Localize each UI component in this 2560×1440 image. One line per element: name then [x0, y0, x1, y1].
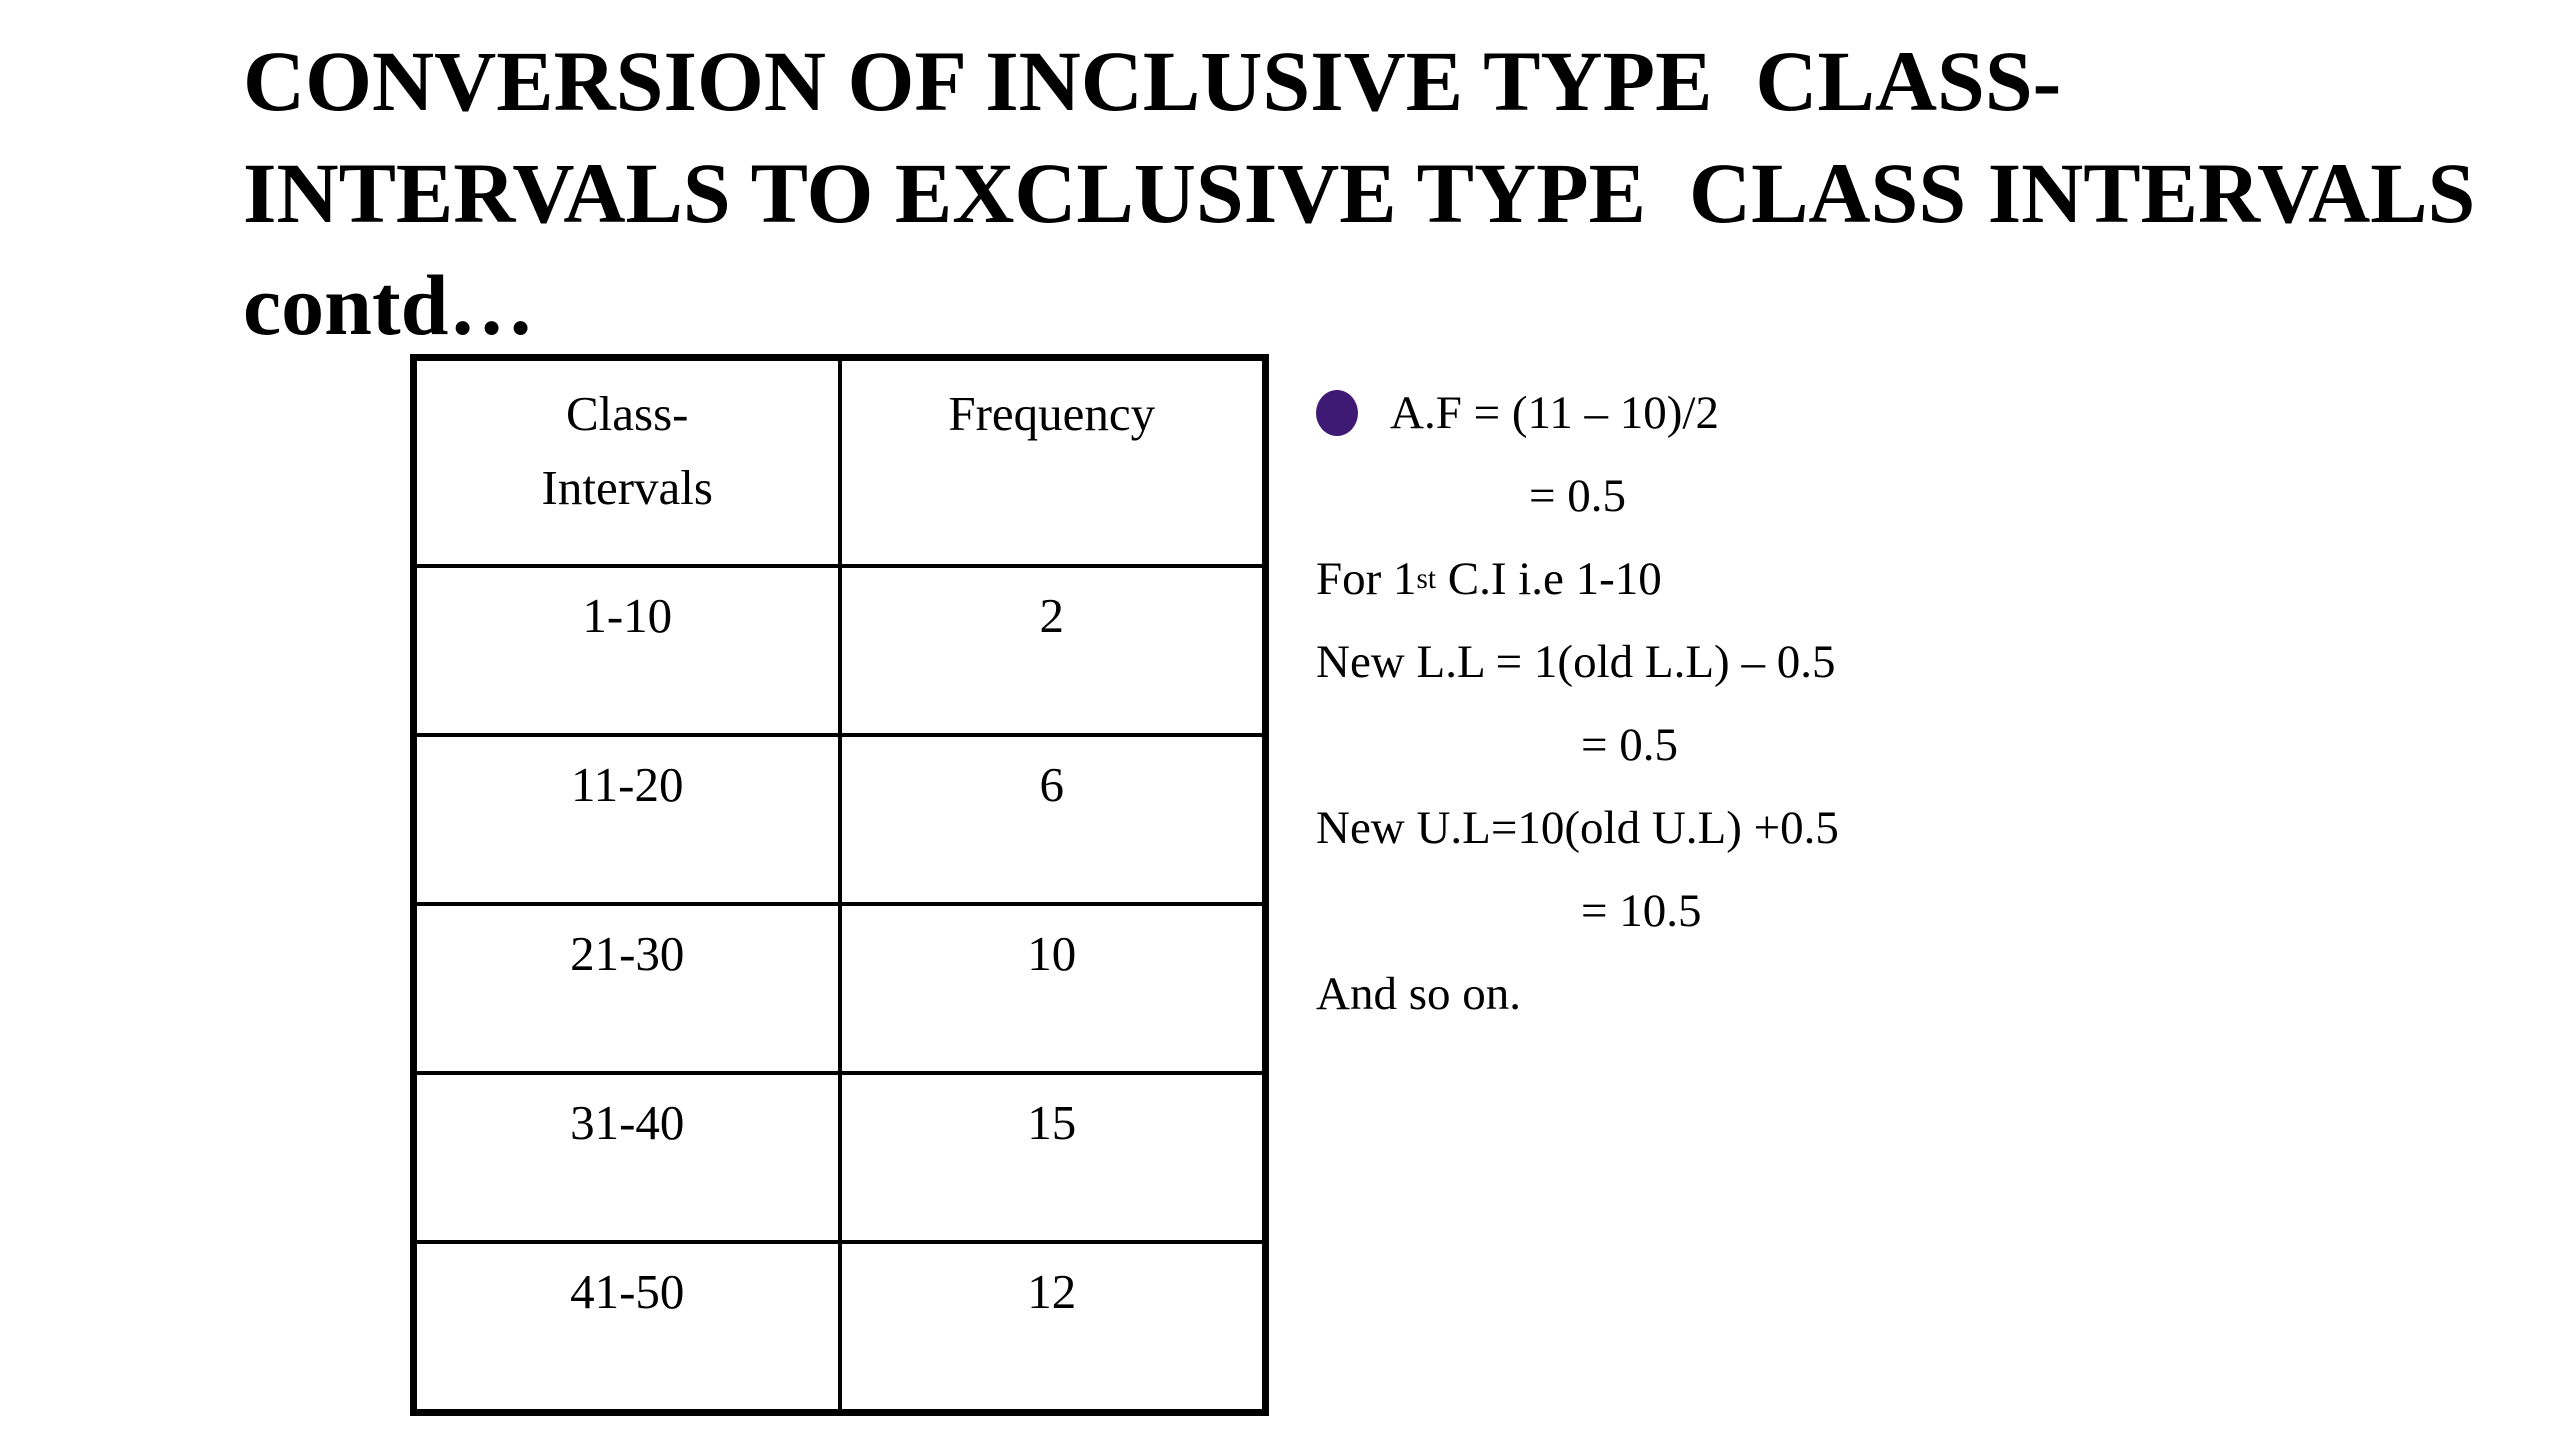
class-interval-cell: 31-40 [411, 1071, 842, 1244]
column-header-frequency: Frequency [837, 355, 1268, 568]
note-text-new-ll-result: = 0.5 [1581, 718, 1679, 771]
frequency-cell: 2 [837, 564, 1268, 737]
note-line-and-so-on: And so on. [1316, 952, 2416, 1035]
table-header-row: Class- Intervals Frequency [411, 355, 1268, 568]
slide-title-line-3: contd… [243, 256, 535, 353]
frequency-cell: 10 [837, 902, 1268, 1075]
slide-title-line-1: CONVERSION OF INCLUSIVE TYPE CLASS- [243, 33, 2062, 129]
table-row: 11-20 6 [411, 733, 1268, 906]
note-text-new-ul-result: = 10.5 [1581, 884, 1702, 937]
class-interval-cell: 21-30 [411, 902, 842, 1075]
note-line-new-ll-formula: New L.L = 1(old L.L) – 0.5 [1316, 620, 2416, 703]
note-line-af-formula: A.F = (11 – 10)/2 [1316, 371, 2416, 454]
note-text-af-formula: A.F = (11 – 10)/2 [1390, 386, 1719, 439]
note-text-af-result: = 0.5 [1529, 469, 1627, 522]
frequency-cell: 6 [837, 733, 1268, 906]
table-row: 1-10 2 [411, 564, 1268, 737]
note-text-for-first-ci-pre: For 1 [1316, 552, 1417, 605]
note-text-and-so-on: And so on. [1316, 967, 1521, 1020]
class-interval-cell: 11-20 [411, 733, 842, 906]
slide-title: CONVERSION OF INCLUSIVE TYPE CLASS- INTE… [243, 26, 2543, 361]
frequency-table: Class- Intervals Frequency 1-10 2 11-20 … [410, 354, 1269, 1416]
table-row: 31-40 15 [411, 1071, 1268, 1244]
note-line-af-result: = 0.5 [1529, 454, 2416, 537]
note-text-for-first-ci-post: C.I i.e 1-10 [1435, 552, 1662, 605]
frequency-cell: 12 [837, 1240, 1268, 1415]
frequency-cell: 15 [837, 1071, 1268, 1244]
note-text-new-ll-formula: New L.L = 1(old L.L) – 0.5 [1316, 635, 1836, 688]
column-header-class-intervals: Class- Intervals [411, 355, 842, 568]
class-interval-cell: 41-50 [411, 1240, 842, 1415]
bullet-icon [1316, 389, 1358, 436]
note-line-new-ul-formula: New U.L=10(old U.L) +0.5 [1316, 786, 2416, 869]
slide-title-line-2: INTERVALS TO EXCLUSIVE TYPE CLASS INTERV… [243, 144, 2476, 241]
note-line-new-ll-result: = 0.5 [1581, 703, 2416, 786]
table-row: 21-30 10 [411, 902, 1268, 1075]
class-interval-cell: 1-10 [411, 564, 842, 737]
note-text-new-ul-formula: New U.L=10(old U.L) +0.5 [1316, 801, 1839, 854]
table-row: 41-50 12 [411, 1240, 1268, 1415]
note-line-new-ul-result: = 10.5 [1581, 869, 2416, 952]
